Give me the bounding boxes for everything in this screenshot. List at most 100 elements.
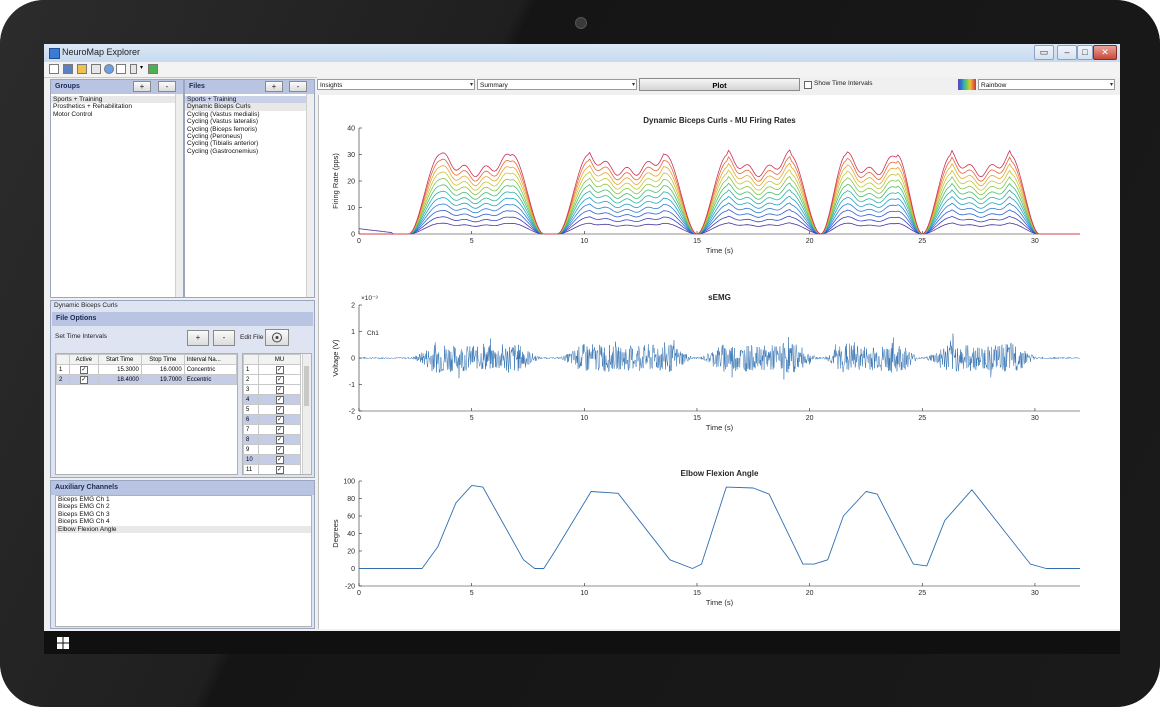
mu-number: 10	[243, 454, 259, 465]
add-interval-button[interactable]: +	[187, 330, 209, 346]
list-item[interactable]: Cycling (Tibialis anterior)	[187, 140, 259, 148]
checkbox[interactable]: ✓	[275, 365, 284, 374]
battery-icon[interactable]	[148, 64, 158, 74]
minimize-button[interactable]: –	[1057, 45, 1077, 60]
checkbox[interactable]: ✓	[275, 375, 284, 384]
list-item[interactable]: Biceps EMG Ch 1	[58, 496, 110, 503]
table-row[interactable]: 7 ✓	[243, 424, 301, 435]
list-item[interactable]: Elbow Flexion Angle	[56, 525, 311, 534]
list-item[interactable]: Prosthetics + Rehabilitation	[53, 103, 132, 111]
globe-icon[interactable]	[104, 64, 114, 74]
list-item[interactable]: Dynamic Biceps Curls	[185, 103, 307, 111]
column-header[interactable]: Start Time	[97, 354, 142, 365]
active-cell[interactable]: ✓	[69, 374, 99, 385]
list-item[interactable]: Motor Control	[53, 110, 93, 118]
plot-button[interactable]: Plot	[639, 78, 800, 91]
summary-dropdown[interactable]: Summary ▾	[477, 79, 637, 90]
start-time-cell[interactable]: 15.3000	[97, 364, 142, 375]
save-icon[interactable]	[63, 64, 73, 74]
checkbox[interactable]: ✓	[275, 465, 284, 474]
mu-checkbox-cell[interactable]: ✓	[258, 364, 301, 375]
stop-time-cell[interactable]: 16.0000	[140, 364, 185, 375]
insights-dropdown[interactable]: Insights ▾	[317, 79, 475, 90]
column-header[interactable]: Stop Time	[140, 354, 185, 365]
y-axis-label: Firing Rate (pps)	[331, 153, 340, 209]
chevron-down-icon[interactable]: ▾	[140, 65, 144, 71]
y-tick-label: 0	[351, 232, 355, 239]
x-tick-label: 30	[1031, 238, 1039, 245]
column-header[interactable]: Interval Na...	[183, 354, 238, 365]
interval-name-cell[interactable]: Concentric	[183, 364, 238, 375]
table-row[interactable]: 1 ✓	[243, 364, 301, 375]
checkbox[interactable]: ✓	[275, 445, 284, 454]
grid-icon[interactable]	[91, 64, 101, 74]
add-file-button[interactable]: +	[265, 81, 283, 92]
active-cell[interactable]: ✓	[69, 364, 99, 375]
groups-scrollbar[interactable]	[175, 94, 183, 297]
files-scrollbar[interactable]	[306, 94, 314, 297]
column-header[interactable]: Active	[69, 354, 99, 365]
maximize-button[interactable]: □	[1077, 45, 1093, 60]
edit-file-button[interactable]	[265, 329, 289, 346]
table-row[interactable]: 6 ✓	[243, 414, 301, 425]
remove-file-button[interactable]: -	[289, 81, 307, 92]
checkbox[interactable]: ✓	[275, 455, 284, 464]
start-time-cell[interactable]: 18.4000	[97, 374, 142, 385]
open-folder-icon[interactable]	[77, 64, 87, 74]
mu-checkbox-cell[interactable]: ✓	[258, 414, 301, 425]
list-item[interactable]: Cycling (Gastrocnemius)	[187, 147, 259, 155]
colormap-dropdown[interactable]: Rainbow ▾	[978, 79, 1115, 90]
mu-checkbox-cell[interactable]: ✓	[258, 464, 301, 474]
close-button[interactable]: ✕	[1093, 45, 1117, 60]
mu-checkbox-cell[interactable]: ✓	[258, 384, 301, 395]
mu-column-header[interactable]: MU	[258, 354, 301, 365]
mu-checkbox-cell[interactable]: ✓	[258, 434, 301, 445]
restore-button[interactable]: ▭	[1034, 45, 1054, 60]
show-intervals-checkbox[interactable]	[804, 81, 812, 89]
windows-start-icon[interactable]	[57, 637, 69, 649]
remove-interval-button[interactable]: -	[213, 330, 235, 346]
list-item[interactable]: Cycling (Vastus lateralis)	[187, 118, 259, 126]
table-row[interactable]: 8 ✓	[243, 434, 301, 445]
checkbox[interactable]: ✓	[275, 395, 284, 404]
table-row[interactable]: 2 ✓ 18.4000 19.7000 Eccentric	[56, 374, 238, 385]
table-row[interactable]: 3 ✓	[243, 384, 301, 395]
checkbox[interactable]: ✓	[275, 405, 284, 414]
remove-group-button[interactable]: -	[158, 81, 176, 92]
zoom-icon[interactable]	[116, 64, 126, 74]
list-item[interactable]: Cycling (Biceps femoris)	[187, 125, 258, 133]
checkbox[interactable]: ✓	[275, 385, 284, 394]
table-row[interactable]: 4 ✓	[243, 394, 301, 405]
checkbox[interactable]: ✓	[275, 415, 284, 424]
list-item[interactable]: Biceps EMG Ch 2	[58, 503, 110, 511]
mu-checkbox-cell[interactable]: ✓	[258, 394, 301, 405]
checkbox[interactable]: ✓	[275, 435, 284, 444]
table-row[interactable]: 5 ✓	[243, 404, 301, 415]
mu-checkbox-cell[interactable]: ✓	[258, 404, 301, 415]
table-row[interactable]: 11 ✓	[243, 464, 301, 474]
file-options-panel: Dynamic Biceps Curls File Options Set Ti…	[50, 300, 315, 478]
checkbox[interactable]: ✓	[275, 425, 284, 434]
mu-series-line	[358, 222, 1080, 235]
mu-checkbox-cell[interactable]: ✓	[258, 374, 301, 385]
new-file-icon[interactable]	[49, 64, 59, 74]
add-group-button[interactable]: +	[133, 81, 151, 92]
list-item[interactable]: Biceps EMG Ch 4	[58, 518, 110, 526]
list-item[interactable]: Sports + Training	[51, 96, 176, 104]
mu-checkbox-cell[interactable]: ✓	[258, 444, 301, 455]
mu-checkbox-cell[interactable]: ✓	[258, 454, 301, 465]
table-row[interactable]: 9 ✓	[243, 444, 301, 455]
mu-checkbox-cell[interactable]: ✓	[258, 424, 301, 435]
list-item[interactable]: Biceps EMG Ch 3	[58, 510, 110, 518]
checkbox[interactable]: ✓	[79, 365, 88, 374]
table-row[interactable]: 2 ✓	[243, 374, 301, 385]
mu-scrollbar[interactable]	[302, 354, 311, 474]
list-item[interactable]: Cycling (Peroneus)	[187, 133, 243, 141]
table-row[interactable]: 10 ✓	[243, 454, 301, 465]
interval-name-cell[interactable]: Eccentric	[183, 374, 238, 385]
device-icon[interactable]	[130, 64, 137, 74]
table-row[interactable]: 1 ✓ 15.3000 16.0000 Concentric	[56, 364, 238, 375]
stop-time-cell[interactable]: 19.7000	[140, 374, 185, 385]
checkbox[interactable]: ✓	[79, 375, 88, 384]
list-item[interactable]: Cycling (Vastus medialis)	[187, 110, 260, 118]
